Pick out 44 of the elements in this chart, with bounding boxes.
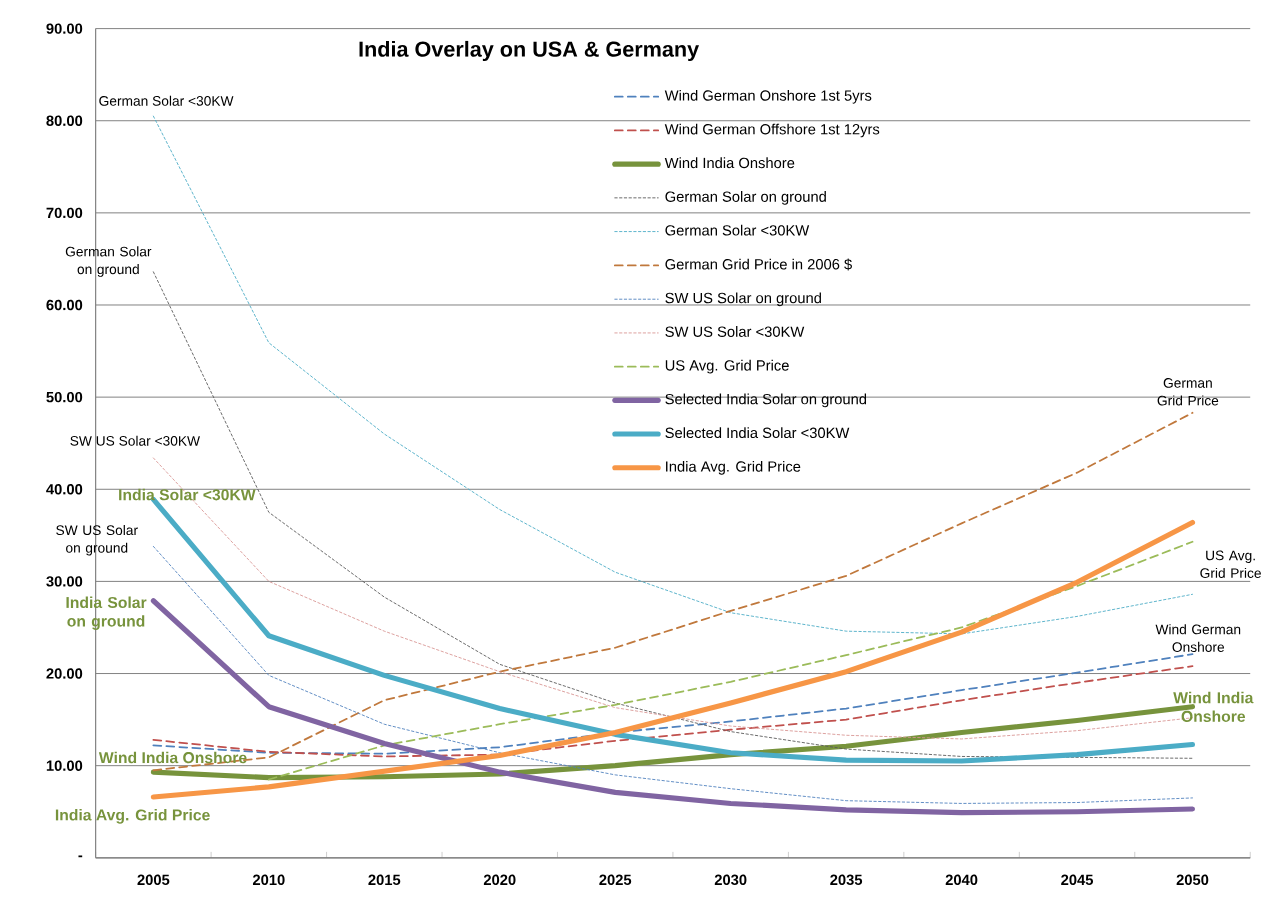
y-tick-label: 60.00	[46, 299, 83, 311]
legend-label: SW US Solar on ground	[665, 292, 821, 307]
x-tick-label: 2035	[830, 874, 863, 886]
annotation: German Solar on ground	[65, 246, 152, 277]
annotation: German Solar <30KW	[99, 95, 234, 106]
annotation: SW US Solar <30KW	[70, 435, 200, 446]
annotation: Wind German Onshore	[1155, 624, 1241, 652]
annotation: Wind India Onshore	[1173, 691, 1254, 722]
legend-label: Wind German Onshore 1st 5yrs	[664, 89, 872, 104]
annotation: German Grid Price	[1157, 378, 1219, 406]
y-tick-label: 90.00	[46, 23, 83, 34]
legend-label: Selected India Solar <30KW	[665, 427, 850, 439]
x-tick-label: 2030	[714, 874, 747, 886]
y-tick-label: 80.00	[46, 115, 83, 126]
legend-label: US Avg. Grid Price	[665, 359, 789, 374]
legend-label: German Grid Price in 2006 $	[665, 258, 852, 271]
y-tick-label: 10.00	[46, 760, 83, 771]
annotation: Wind India Onshore	[98, 751, 247, 764]
x-tick-label: 2025	[599, 874, 632, 886]
legend-label: Wind German Offshore 1st 12yrs	[664, 123, 880, 138]
annotation: India Solar <30KW	[119, 488, 256, 501]
x-tick-label: 2005	[137, 874, 170, 886]
x-tick-label: 2040	[945, 874, 978, 886]
x-tick-label: 2020	[483, 874, 516, 886]
x-tick-label: 2015	[368, 874, 401, 886]
legend-label: German Solar on ground	[665, 191, 826, 205]
x-tick-label: 2050	[1176, 874, 1209, 886]
y-tick-label: 40.00	[46, 484, 83, 495]
x-tick-label: 2045	[1061, 874, 1094, 886]
text: India Overlay on USA & Germany	[359, 40, 700, 62]
y-tick-label: 20.00	[46, 668, 83, 679]
y-tick-label: -	[78, 855, 83, 858]
legend-label: Selected India Solar on ground	[665, 393, 867, 408]
legend-label: Wind India Onshore	[664, 157, 795, 169]
legend-label: SW US Solar <30KW	[665, 326, 805, 337]
annotation: India Avg. Grid Price	[55, 808, 210, 824]
legend-label: German Solar <30KW	[665, 224, 810, 236]
y-tick-label: 30.00	[46, 576, 83, 587]
annotation: US Avg. Grid Price	[1200, 550, 1261, 578]
y-tick-label: 50.00	[46, 391, 83, 403]
y-tick-label: 70.00	[46, 207, 83, 219]
annotation: SW US Solar on ground	[56, 524, 138, 556]
x-tick-label: 2010	[252, 874, 285, 886]
legend-label: India Avg. Grid Price	[666, 460, 801, 475]
